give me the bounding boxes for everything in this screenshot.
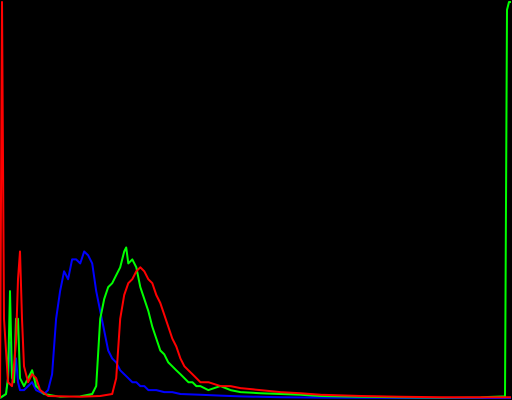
plot-background — [0, 0, 512, 400]
histogram-plot — [0, 0, 512, 400]
